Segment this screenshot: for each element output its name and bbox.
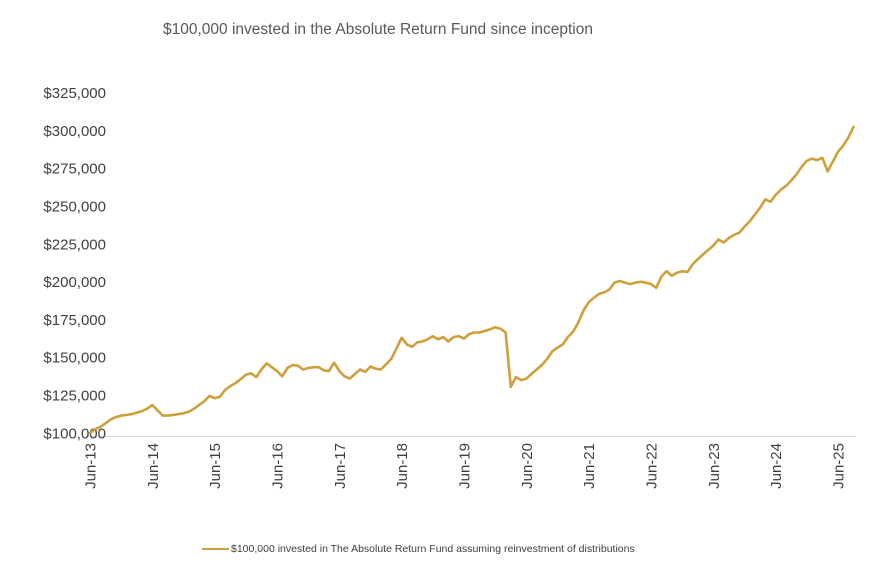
y-axis-tick-label: $325,000 — [43, 85, 106, 102]
y-axis-tick-label: $125,000 — [43, 387, 106, 404]
legend-line-swatch — [202, 548, 229, 550]
y-axis-tick-label: $250,000 — [43, 198, 106, 215]
x-axis-tick-label: Jun-20 — [519, 443, 536, 489]
x-axis-tick-label: Jun-17 — [332, 443, 349, 489]
x-axis-tick-label: Jun-13 — [83, 443, 100, 489]
x-axis-tick-label: Jun-21 — [581, 443, 598, 489]
x-axis-tick-label: Jun-18 — [394, 443, 411, 489]
chart-title: $100,000 invested in the Absolute Return… — [163, 21, 593, 38]
x-axis-tick-label: Jun-14 — [145, 443, 162, 489]
x-axis-tick-label: Jun-23 — [706, 443, 723, 489]
y-axis-tick-label: $100,000 — [43, 425, 106, 442]
legend-label: $100,000 invested in The Absolute Return… — [231, 543, 635, 555]
x-axis-tick-label: Jun-24 — [768, 443, 785, 489]
y-axis-tick-label: $275,000 — [43, 161, 106, 178]
y-axis-tick-label: $150,000 — [43, 350, 106, 367]
x-axis-tick-label: Jun-16 — [270, 443, 287, 489]
x-axis-tick-label: Jun-25 — [831, 443, 848, 489]
y-axis-tick-label: $225,000 — [43, 236, 106, 253]
x-axis-tick-label: Jun-22 — [644, 443, 661, 489]
series-line — [88, 125, 855, 435]
y-axis-tick-label: $300,000 — [43, 123, 106, 140]
legend: $100,000 invested in The Absolute Return… — [202, 541, 635, 557]
y-axis-tick-label: $175,000 — [43, 312, 106, 329]
x-axis-tick-label: Jun-19 — [457, 443, 474, 489]
y-axis-tick-label: $200,000 — [43, 274, 106, 291]
x-axis-tick-label: Jun-15 — [207, 443, 224, 489]
